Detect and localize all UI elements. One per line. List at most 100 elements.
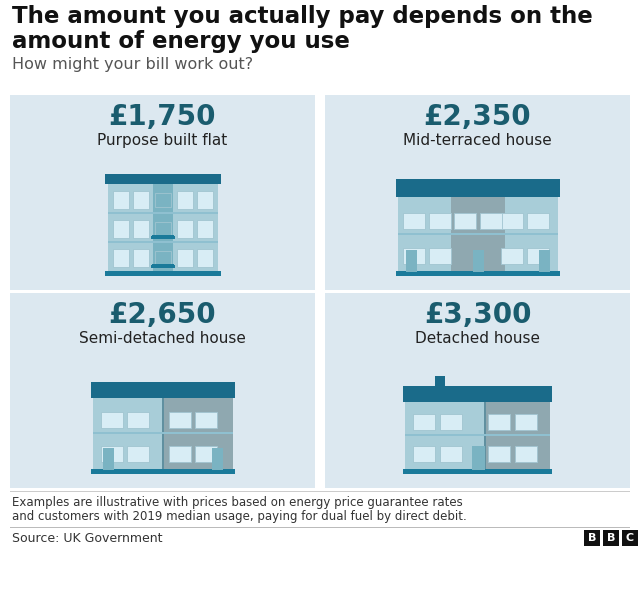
Bar [440, 446, 462, 462]
Bar [150, 265, 175, 268]
Bar [108, 241, 218, 243]
Bar [132, 191, 148, 209]
Bar [484, 402, 486, 470]
Bar [195, 446, 216, 462]
Bar [196, 249, 212, 267]
Bar [515, 446, 537, 462]
Text: Source: UK Government: Source: UK Government [12, 532, 163, 545]
Text: Examples are illustrative with prices based on energy price guarantee rates: Examples are illustrative with prices ba… [12, 496, 463, 509]
Bar [484, 402, 550, 470]
Bar [196, 191, 212, 209]
Bar [403, 248, 424, 264]
Bar [488, 446, 510, 462]
Bar [429, 248, 451, 264]
Bar [403, 213, 424, 229]
Text: Purpose built flat: Purpose built flat [97, 133, 228, 148]
Bar [100, 446, 122, 462]
Text: £2,650: £2,650 [109, 301, 216, 329]
Text: £1,750: £1,750 [109, 103, 216, 131]
Bar [93, 398, 163, 470]
Bar [90, 469, 234, 474]
Bar [10, 491, 630, 492]
Bar [154, 193, 170, 207]
Bar [177, 220, 193, 238]
Bar [406, 250, 417, 272]
Text: The amount you actually pay depends on the: The amount you actually pay depends on t… [12, 5, 593, 28]
Bar [584, 530, 600, 546]
Bar [108, 212, 218, 214]
Bar [113, 220, 129, 238]
Bar [168, 412, 191, 428]
Bar [177, 191, 193, 209]
Bar [152, 264, 173, 267]
Bar [435, 376, 445, 390]
Bar [163, 398, 232, 470]
Bar [405, 402, 484, 470]
Bar [515, 414, 537, 430]
Text: £3,300: £3,300 [424, 301, 531, 329]
Bar [413, 414, 435, 430]
Bar [472, 250, 483, 272]
Bar [397, 233, 557, 235]
Bar [154, 251, 170, 265]
Text: C: C [626, 533, 634, 543]
Text: How might your bill work out?: How might your bill work out? [12, 57, 253, 72]
Bar [150, 236, 175, 239]
Bar [405, 434, 550, 436]
Bar [622, 530, 638, 546]
Text: and customers with 2019 median usage, paying for dual fuel by direct debit.: and customers with 2019 median usage, pa… [12, 510, 467, 523]
Bar [10, 293, 315, 488]
Bar [413, 446, 435, 462]
Bar [429, 213, 451, 229]
Bar [113, 249, 129, 267]
Bar [152, 184, 173, 272]
Bar [108, 184, 218, 272]
Bar [113, 191, 129, 209]
Bar [132, 220, 148, 238]
Bar [500, 248, 522, 264]
Bar [196, 220, 212, 238]
Bar [177, 249, 193, 267]
Bar [100, 412, 122, 428]
Text: B: B [607, 533, 615, 543]
Bar [152, 235, 173, 238]
Bar [325, 293, 630, 488]
Bar [397, 197, 557, 272]
Bar [93, 432, 232, 434]
Text: B: B [588, 533, 596, 543]
Bar [104, 174, 221, 184]
Bar [500, 213, 522, 229]
Bar [603, 530, 619, 546]
Bar [325, 95, 630, 290]
Bar [527, 248, 548, 264]
Bar [527, 213, 548, 229]
Bar [195, 412, 216, 428]
Bar [90, 382, 234, 398]
Bar [454, 213, 476, 229]
Bar [403, 469, 552, 474]
Text: Semi-detached house: Semi-detached house [79, 331, 246, 346]
Bar [451, 197, 504, 272]
Bar [479, 213, 502, 229]
Text: Mid-terraced house: Mid-terraced house [403, 133, 552, 148]
Bar [211, 448, 223, 470]
Text: £2,350: £2,350 [424, 103, 531, 131]
Bar [127, 412, 148, 428]
Bar [440, 414, 462, 430]
Bar [102, 448, 113, 470]
Bar [488, 414, 510, 430]
Bar [154, 222, 170, 236]
Bar [132, 249, 148, 267]
Bar [10, 527, 630, 528]
Bar [168, 446, 191, 462]
Bar [104, 271, 221, 276]
Bar [127, 446, 148, 462]
Bar [161, 398, 163, 470]
Bar [403, 386, 552, 402]
Text: Detached house: Detached house [415, 331, 540, 346]
Bar [396, 271, 559, 276]
Bar [396, 179, 559, 197]
Bar [10, 95, 315, 290]
Bar [538, 250, 550, 272]
Text: amount of energy you use: amount of energy you use [12, 30, 350, 53]
